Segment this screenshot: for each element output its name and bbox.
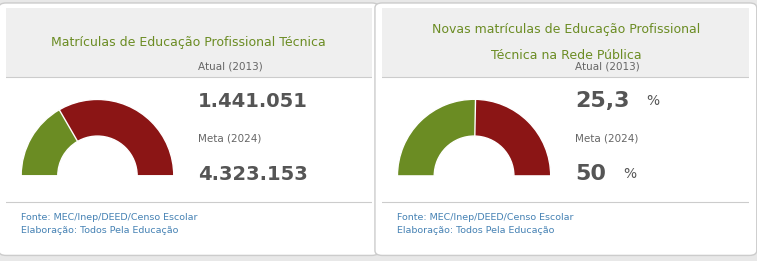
Text: Fonte: MEC/Inep/DEED/Censo Escolar
Elaboração: Todos Pela Educação: Fonte: MEC/Inep/DEED/Censo Escolar Elabo…	[397, 213, 574, 235]
Text: %: %	[623, 167, 636, 181]
Text: Matrículas de Educação Profissional Técnica: Matrículas de Educação Profissional Técn…	[51, 36, 326, 49]
Text: 50: 50	[575, 164, 606, 184]
Text: 1.441.051: 1.441.051	[198, 92, 308, 111]
Wedge shape	[397, 99, 475, 176]
Text: 25,3: 25,3	[575, 91, 630, 111]
Text: Fonte: MEC/Inep/DEED/Censo Escolar
Elaboração: Todos Pela Educação: Fonte: MEC/Inep/DEED/Censo Escolar Elabo…	[20, 213, 197, 235]
Text: Atual (2013): Atual (2013)	[575, 61, 640, 71]
Text: Técnica na Rede Pública: Técnica na Rede Pública	[491, 49, 641, 62]
Text: Meta (2024): Meta (2024)	[575, 134, 638, 144]
Text: 4.323.153: 4.323.153	[198, 165, 308, 183]
FancyBboxPatch shape	[0, 3, 379, 256]
Wedge shape	[397, 99, 550, 176]
Text: Atual (2013): Atual (2013)	[198, 61, 263, 71]
Wedge shape	[21, 110, 77, 176]
FancyBboxPatch shape	[382, 8, 749, 77]
Text: Meta (2024): Meta (2024)	[198, 134, 261, 144]
FancyBboxPatch shape	[375, 3, 757, 256]
FancyBboxPatch shape	[6, 8, 372, 77]
Text: %: %	[646, 94, 660, 108]
Text: Novas matrículas de Educação Profissional: Novas matrículas de Educação Profissiona…	[431, 22, 700, 35]
Wedge shape	[21, 99, 174, 176]
